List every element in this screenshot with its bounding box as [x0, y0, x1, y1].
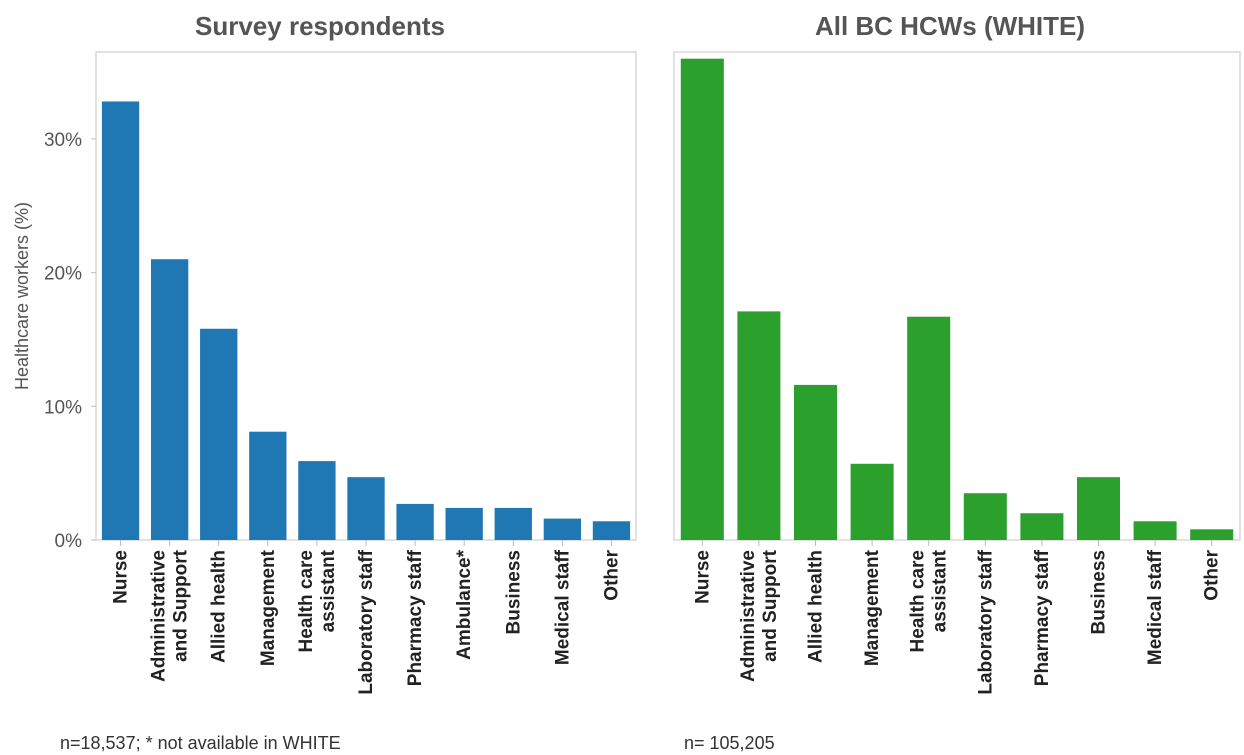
x-tick-label-line: Nurse — [111, 550, 132, 604]
bar — [1133, 521, 1177, 540]
x-tick-label-line: Business — [1089, 550, 1110, 634]
bar — [907, 316, 951, 540]
bar — [494, 507, 532, 540]
sample-size-note: n= 105,205 — [684, 733, 775, 753]
bar — [150, 259, 189, 540]
bar — [1190, 529, 1234, 540]
x-tick-label: Medical staff — [1145, 549, 1166, 665]
x-tick-label-line: assistant — [930, 549, 951, 632]
x-tick-label: Management — [862, 549, 883, 666]
bar — [543, 518, 582, 540]
y-tick-label: 20% — [44, 264, 82, 285]
x-tick-label-line: Management — [258, 549, 279, 666]
x-tick-label: Nurse — [111, 550, 132, 604]
x-tick-label-line: and Support — [760, 549, 781, 662]
bar — [298, 461, 336, 540]
bar — [963, 493, 1007, 540]
x-tick-label-line: Medical staff — [1145, 549, 1166, 665]
bar — [680, 58, 724, 540]
bar — [1076, 477, 1121, 540]
x-tick-label: Business — [1089, 550, 1110, 634]
y-tick-label: 30% — [44, 130, 82, 151]
bar — [793, 384, 838, 540]
x-tick-label-line: Laboratory staff — [975, 549, 996, 694]
bar — [101, 101, 140, 540]
x-tick-label: Health careassistant — [296, 549, 339, 652]
x-tick-label: Pharmacy staff — [405, 549, 426, 686]
x-tick-label-line: Business — [503, 550, 524, 634]
x-tick-label-line: Other — [1202, 549, 1223, 600]
x-tick-label-line: Nurse — [692, 550, 713, 604]
bar — [737, 311, 781, 540]
x-tick-label-line: Ambulance* — [454, 549, 475, 659]
bar — [200, 328, 238, 540]
chart-panel-1: Survey respondents 0% 10% 20% 30% Healthcare … — [12, 11, 637, 753]
x-tick-label-line: Health care — [296, 550, 317, 652]
bar — [347, 477, 385, 540]
x-tick-label-line: Pharmacy staff — [405, 549, 426, 686]
bar — [445, 507, 483, 540]
plot-frame — [673, 51, 1241, 541]
x-tick-label-line: Administrative — [738, 550, 759, 682]
x-tick-label-line: and Support — [171, 549, 192, 662]
bar — [396, 503, 434, 540]
chart-panel-2: All BC HCWs (WHITE) Nurse Administrativean… — [673, 11, 1241, 753]
x-tick-label: Management — [258, 549, 279, 666]
x-tick-label-line: Health care — [908, 550, 929, 652]
x-tick-label: Administrativeand Support — [149, 549, 192, 682]
x-tick-label: Ambulance* — [454, 549, 475, 659]
sample-size-note: n=18,537; * not available in WHITE — [60, 733, 341, 753]
x-tick-label-line: Allied health — [806, 550, 827, 663]
x-tick-label: Other — [601, 549, 622, 600]
x-tick-label: Health careassistant — [908, 549, 951, 652]
x-tick-label: Other — [1202, 549, 1223, 600]
bar — [1020, 513, 1064, 540]
x-tick-label-line: Other — [601, 549, 622, 600]
x-tick-label: Allied health — [209, 550, 230, 663]
x-tick-label-line: assistant — [318, 549, 339, 632]
x-tick-label: Nurse — [692, 550, 713, 604]
bar — [249, 431, 287, 540]
chart-title: Survey respondents — [195, 11, 445, 41]
x-tick-label: Pharmacy staff — [1032, 549, 1053, 686]
x-tick-label: Laboratory staff — [975, 549, 996, 694]
x-tick-label-line: Administrative — [149, 550, 170, 682]
x-tick-label-line: Pharmacy staff — [1032, 549, 1053, 686]
x-tick-label: Administrativeand Support — [738, 549, 781, 682]
y-axis-label: Healthcare workers (%) — [12, 202, 32, 390]
x-tick-label: Medical staff — [552, 549, 573, 665]
x-tick-label: Laboratory staff — [356, 549, 377, 694]
y-tick-label: 10% — [44, 397, 82, 418]
chart-title: All BC HCWs (WHITE) — [815, 11, 1085, 41]
bar — [592, 521, 631, 540]
x-tick-label: Allied health — [806, 550, 827, 663]
x-tick-label: Business — [503, 550, 524, 634]
x-tick-label-line: Medical staff — [552, 549, 573, 665]
x-tick-label-line: Allied health — [209, 550, 230, 663]
x-tick-label-line: Laboratory staff — [356, 549, 377, 694]
bar — [850, 463, 894, 540]
x-tick-label-line: Management — [862, 549, 883, 666]
y-tick-label: 0% — [55, 531, 83, 552]
